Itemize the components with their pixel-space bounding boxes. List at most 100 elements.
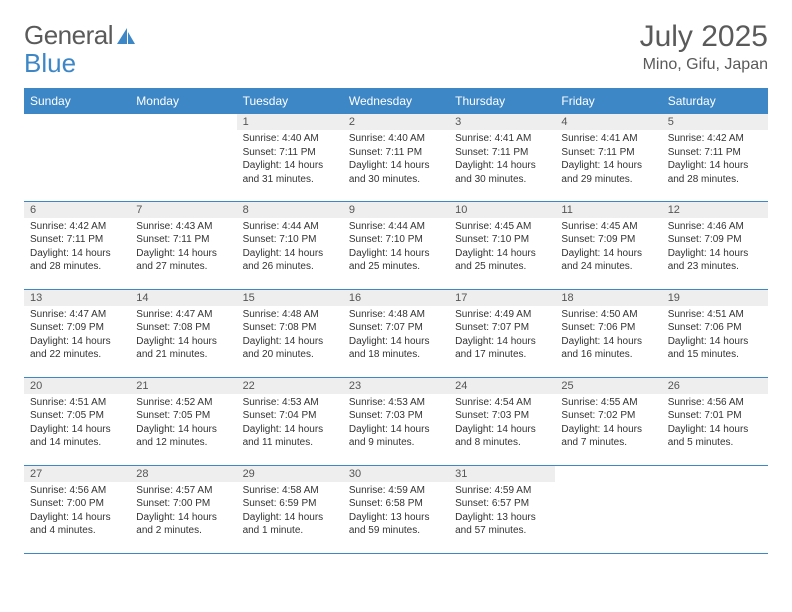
sunrise-text: Sunrise: 4:47 AM [30,308,124,322]
sunrise-text: Sunrise: 4:40 AM [243,132,337,146]
calendar-day-cell: 24Sunrise: 4:54 AMSunset: 7:03 PMDayligh… [449,377,555,465]
calendar-day-cell: 27Sunrise: 4:56 AMSunset: 7:00 PMDayligh… [24,465,130,553]
daylight-text: Daylight: 14 hours and 21 minutes. [136,335,230,362]
daylight-text: Daylight: 14 hours and 26 minutes. [243,247,337,274]
calendar-day-cell: 31Sunrise: 4:59 AMSunset: 6:57 PMDayligh… [449,465,555,553]
day-number: 21 [130,378,236,394]
sunrise-text: Sunrise: 4:41 AM [561,132,655,146]
month-title: July 2025 [640,20,768,54]
day-body: Sunrise: 4:41 AMSunset: 7:11 PMDaylight:… [555,130,661,190]
calendar-week-row: 20Sunrise: 4:51 AMSunset: 7:05 PMDayligh… [24,377,768,465]
day-body: Sunrise: 4:51 AMSunset: 7:05 PMDaylight:… [24,394,130,454]
day-number: 31 [449,466,555,482]
sunrise-text: Sunrise: 4:47 AM [136,308,230,322]
daylight-text: Daylight: 14 hours and 30 minutes. [349,159,443,186]
day-body: Sunrise: 4:50 AMSunset: 7:06 PMDaylight:… [555,306,661,366]
day-number: 29 [237,466,343,482]
weekday-header-cell: Thursday [449,89,555,113]
calendar-day-cell: 30 Sunrise: 4:59 AMSunset: 6:58 PMDayligh… [343,465,449,553]
calendar-table: SundayMondayTuesdayWednesdayThursdayFrid… [24,88,768,554]
day-number: 25 [555,378,661,394]
sunset-text: Sunset: 7:08 PM [136,321,230,335]
sunrise-text: Sunrise: 4:43 AM [136,220,230,234]
sunrise-text: Sunrise: 4:51 AM [30,396,124,410]
day-body: Sunrise: 4:48 AMSunset: 7:08 PMDaylight:… [237,306,343,366]
calendar-day-cell: 15Sunrise: 4:48 AMSunset: 7:08 PMDayligh… [237,289,343,377]
day-body: Sunrise: 4:47 AMSunset: 7:09 PMDaylight:… [24,306,130,366]
weekday-header-cell: Monday [130,89,236,113]
header: General July 2025 Mino, Gifu, Japan [24,20,768,74]
day-number: 14 [130,290,236,306]
day-body: Sunrise: 4:42 AMSunset: 7:11 PMDaylight:… [662,130,768,190]
day-number: 7 [130,202,236,218]
daylight-text: Daylight: 14 hours and 5 minutes. [668,423,762,450]
calendar-day-cell: 26Sunrise: 4:56 AMSunset: 7:01 PMDayligh… [662,377,768,465]
sunset-text: Sunset: 7:08 PM [243,321,337,335]
day-number: 12 [662,202,768,218]
daylight-text: Daylight: 14 hours and 1 minute. [243,511,337,538]
sunrise-text: Sunrise: 4:45 AM [561,220,655,234]
sunset-text: Sunset: 6:59 PM [243,497,337,511]
sunset-text: Sunset: 7:10 PM [349,233,443,247]
calendar-day-cell: 1Sunrise: 4:40 AMSunset: 7:11 PMDaylight… [237,113,343,201]
calendar-day-cell: 13Sunrise: 4:47 AMSunset: 7:09 PMDayligh… [24,289,130,377]
sunrise-text: Sunrise: 4:59 AM [455,484,549,498]
day-number: 23 [343,378,449,394]
daylight-text: Daylight: 14 hours and 28 minutes. [668,159,762,186]
day-body: Sunrise: 4:48 AMSunset: 7:07 PMDaylight:… [343,306,449,366]
day-body: Sunrise: 4:59 AMSunset: 6:57 PMDaylight:… [449,482,555,542]
sunset-text: Sunset: 6:58 PM [349,497,443,511]
day-body: Sunrise: 4:44 AMSunset: 7:10 PMDaylight:… [343,218,449,278]
day-number: 18 [555,290,661,306]
logo-text-1: General [24,20,113,51]
daylight-text: Daylight: 14 hours and 27 minutes. [136,247,230,274]
calendar-day-cell [662,465,768,553]
day-number: 30 [343,466,449,482]
daylight-text: Daylight: 14 hours and 31 minutes. [243,159,337,186]
day-body: Sunrise: 4:46 AMSunset: 7:09 PMDaylight:… [662,218,768,278]
day-body: Sunrise: 4:40 AMSunset: 7:11 PMDaylight:… [343,130,449,190]
sunrise-text: Sunrise: 4:53 AM [349,396,443,410]
sunset-text: Sunset: 7:11 PM [349,146,443,160]
calendar-day-cell: 3Sunrise: 4:41 AMSunset: 7:11 PMDaylight… [449,113,555,201]
day-number: 13 [24,290,130,306]
sunrise-text: Sunrise: 4:57 AM [136,484,230,498]
sunrise-text: Sunrise: 4:59 AM [349,484,443,498]
day-number: 15 [237,290,343,306]
title-block: July 2025 Mino, Gifu, Japan [640,20,768,74]
day-body: Sunrise: 4:56 AMSunset: 7:01 PMDaylight:… [662,394,768,454]
calendar-day-cell: 2Sunrise: 4:40 AMSunset: 7:11 PMDaylight… [343,113,449,201]
sunset-text: Sunset: 7:11 PM [136,233,230,247]
calendar-day-cell: 25Sunrise: 4:55 AMSunset: 7:02 PMDayligh… [555,377,661,465]
daylight-text: Daylight: 14 hours and 14 minutes. [30,423,124,450]
sunset-text: Sunset: 7:02 PM [561,409,655,423]
sunrise-text: Sunrise: 4:46 AM [668,220,762,234]
sunset-text: Sunset: 7:03 PM [349,409,443,423]
sunset-text: Sunset: 7:03 PM [455,409,549,423]
daylight-text: Daylight: 14 hours and 4 minutes. [30,511,124,538]
calendar-day-cell [555,465,661,553]
day-body: Sunrise: 4:55 AMSunset: 7:02 PMDaylight:… [555,394,661,454]
day-number: 10 [449,202,555,218]
weekday-header-cell: Tuesday [237,89,343,113]
day-body: Sunrise: 4:49 AMSunset: 7:07 PMDaylight:… [449,306,555,366]
calendar-week-row: 1Sunrise: 4:40 AMSunset: 7:11 PMDaylight… [24,113,768,201]
day-number: 22 [237,378,343,394]
sunset-text: Sunset: 7:06 PM [668,321,762,335]
daylight-text: Daylight: 14 hours and 28 minutes. [30,247,124,274]
logo-sail-icon [115,26,137,46]
calendar-week-row: 13Sunrise: 4:47 AMSunset: 7:09 PMDayligh… [24,289,768,377]
daylight-text: Daylight: 14 hours and 20 minutes. [243,335,337,362]
day-number: 5 [662,114,768,130]
daylight-text: Daylight: 14 hours and 8 minutes. [455,423,549,450]
calendar-day-cell: 11Sunrise: 4:45 AMSunset: 7:09 PMDayligh… [555,201,661,289]
sunrise-text: Sunrise: 4:58 AM [243,484,337,498]
sunrise-text: Sunrise: 4:53 AM [243,396,337,410]
sunset-text: Sunset: 7:09 PM [561,233,655,247]
day-body: Sunrise: 4:53 AMSunset: 7:03 PMDaylight:… [343,394,449,454]
daylight-text: Daylight: 13 hours and 59 minutes. [349,511,443,538]
sunrise-text: Sunrise: 4:40 AM [349,132,443,146]
sunset-text: Sunset: 7:01 PM [668,409,762,423]
day-number: 24 [449,378,555,394]
calendar-day-cell: 4Sunrise: 4:41 AMSunset: 7:11 PMDaylight… [555,113,661,201]
